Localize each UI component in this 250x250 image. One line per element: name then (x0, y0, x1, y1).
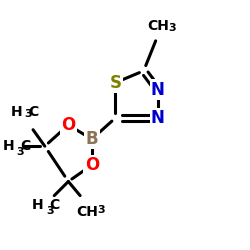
Text: C: C (20, 139, 30, 153)
Text: N: N (151, 109, 165, 127)
Text: 3: 3 (46, 206, 54, 216)
Text: N: N (151, 81, 165, 99)
Text: C: C (28, 105, 38, 119)
Text: O: O (61, 116, 76, 134)
Text: S: S (110, 74, 122, 92)
Text: B: B (86, 130, 98, 148)
Text: H: H (32, 198, 44, 212)
Text: H: H (2, 139, 14, 153)
Text: CH: CH (147, 19, 169, 33)
Text: H: H (11, 105, 22, 119)
Text: 3: 3 (168, 23, 176, 33)
Text: O: O (85, 156, 99, 174)
Text: 3: 3 (98, 205, 106, 215)
Text: CH: CH (76, 205, 98, 219)
Text: C: C (50, 198, 60, 212)
Text: 3: 3 (25, 109, 32, 119)
Text: 3: 3 (16, 147, 24, 157)
